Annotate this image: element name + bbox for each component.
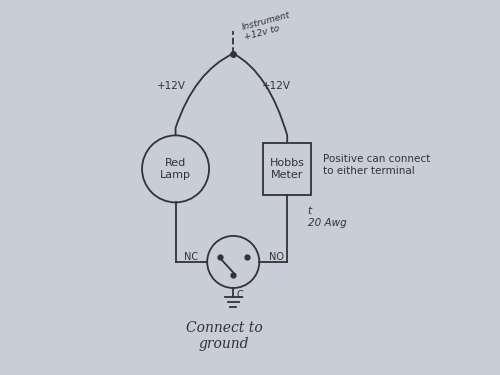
Text: NO: NO bbox=[268, 252, 283, 262]
Text: Hobbs
Meter: Hobbs Meter bbox=[270, 158, 304, 180]
Text: +12V: +12V bbox=[262, 81, 290, 91]
Text: Connect to
ground: Connect to ground bbox=[186, 321, 262, 351]
Text: Instrument
+12v to: Instrument +12v to bbox=[240, 11, 294, 42]
Text: Positive can connect
to either terminal: Positive can connect to either terminal bbox=[322, 154, 430, 176]
Text: NC: NC bbox=[184, 252, 198, 262]
Text: t
20 Awg: t 20 Awg bbox=[308, 206, 346, 228]
Text: C: C bbox=[236, 290, 243, 300]
Text: +12V: +12V bbox=[158, 81, 186, 91]
Text: Red
Lamp: Red Lamp bbox=[160, 158, 191, 180]
Bar bbox=[263, 143, 312, 195]
